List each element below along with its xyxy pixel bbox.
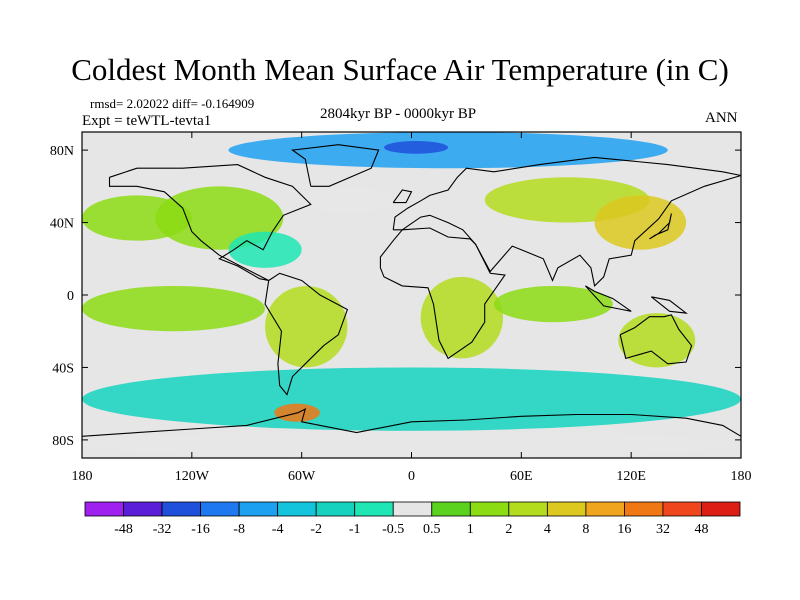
- colorbar-label: 8: [582, 522, 589, 537]
- colorbar-label: -16: [191, 522, 210, 537]
- colorbar-swatch: [238, 501, 279, 517]
- temperature-region: [301, 186, 394, 214]
- coastline: [650, 296, 688, 314]
- stats-label: rmsd= 2.02022 diff= -0.164909: [90, 96, 255, 111]
- colorbar-swatch: [161, 501, 201, 517]
- colorbar-label: -48: [114, 522, 133, 537]
- colorbar-swatch: [123, 501, 163, 517]
- lon-tick-label: 180: [72, 469, 93, 484]
- colorbar-swatch: [431, 501, 471, 517]
- colorbar-label: -1: [349, 522, 361, 537]
- coastline: [584, 285, 632, 312]
- coastline: [81, 408, 742, 437]
- colorbar-swatch: [662, 501, 702, 517]
- colorbar-label: -0.5: [382, 522, 404, 537]
- coastline: [108, 164, 312, 282]
- colorbar-label: 4: [544, 522, 551, 537]
- lon-tick-label: 120E: [616, 469, 646, 484]
- colorbar-swatch: [508, 501, 548, 517]
- colorbar-swatch: [392, 501, 433, 517]
- colorbar-label: -4: [272, 522, 284, 537]
- colorbar-swatch: [624, 501, 664, 517]
- coastline: [392, 189, 413, 204]
- colorbar-swatch: [200, 501, 240, 517]
- coastline: [379, 227, 506, 360]
- lat-tick-label: 80S: [52, 434, 74, 449]
- colorbar-label: 1: [467, 522, 474, 537]
- temperature-region: [493, 285, 613, 323]
- temperature-region: [594, 195, 687, 250]
- lat-tick-label: 40N: [50, 217, 74, 232]
- colorbar-label: -8: [233, 522, 245, 537]
- colorbar-label: 2: [505, 522, 512, 537]
- colorbar-swatch: [277, 501, 317, 517]
- lon-tick-label: 120W: [175, 469, 210, 484]
- colorbar-label: 48: [694, 522, 708, 537]
- temperature-region: [265, 285, 348, 368]
- lat-tick-label: 0: [67, 289, 74, 304]
- colorbar-swatch: [546, 501, 587, 517]
- lat-tick-label: 80N: [50, 144, 74, 159]
- temperature-region: [384, 141, 449, 154]
- colorbar-label: 32: [656, 522, 670, 537]
- lon-tick-label: 180: [731, 469, 752, 484]
- experiment-label: Expt = teWTL-tevta1: [82, 113, 212, 129]
- coastline: [291, 144, 380, 187]
- colorbar-label: -32: [153, 522, 172, 537]
- lon-tick-label: 60E: [510, 469, 533, 484]
- colorbar-swatch: [315, 501, 356, 517]
- temperature-region: [82, 430, 741, 458]
- period-label: 2804kyr BP - 0000kyr BP: [320, 106, 477, 122]
- temperature-region: [228, 132, 668, 169]
- colorbar-swatch: [585, 501, 625, 517]
- figure-title: Coldest Month Mean Surface Air Temperatu…: [71, 52, 729, 87]
- coastline: [264, 272, 349, 396]
- coastline: [649, 213, 672, 240]
- lon-tick-label: 0: [408, 469, 415, 484]
- temperature-region: [618, 313, 696, 368]
- lon-tick-label: 60W: [288, 469, 316, 484]
- colorbar-swatch: [469, 501, 510, 517]
- colorbar-swatch: [84, 501, 124, 517]
- temperature-region: [81, 285, 266, 332]
- temperature-region: [420, 276, 504, 359]
- season-label: ANN: [705, 110, 738, 126]
- colorbar-label: -2: [310, 522, 322, 537]
- coastline: [619, 314, 693, 365]
- colorbar-label: 16: [617, 522, 631, 537]
- colorbar-swatch: [354, 501, 394, 517]
- lat-tick-label: 40S: [52, 361, 74, 376]
- temperature-region: [82, 195, 192, 241]
- colorbar-label: 0.5: [423, 522, 441, 537]
- colorbar-swatch: [701, 501, 741, 517]
